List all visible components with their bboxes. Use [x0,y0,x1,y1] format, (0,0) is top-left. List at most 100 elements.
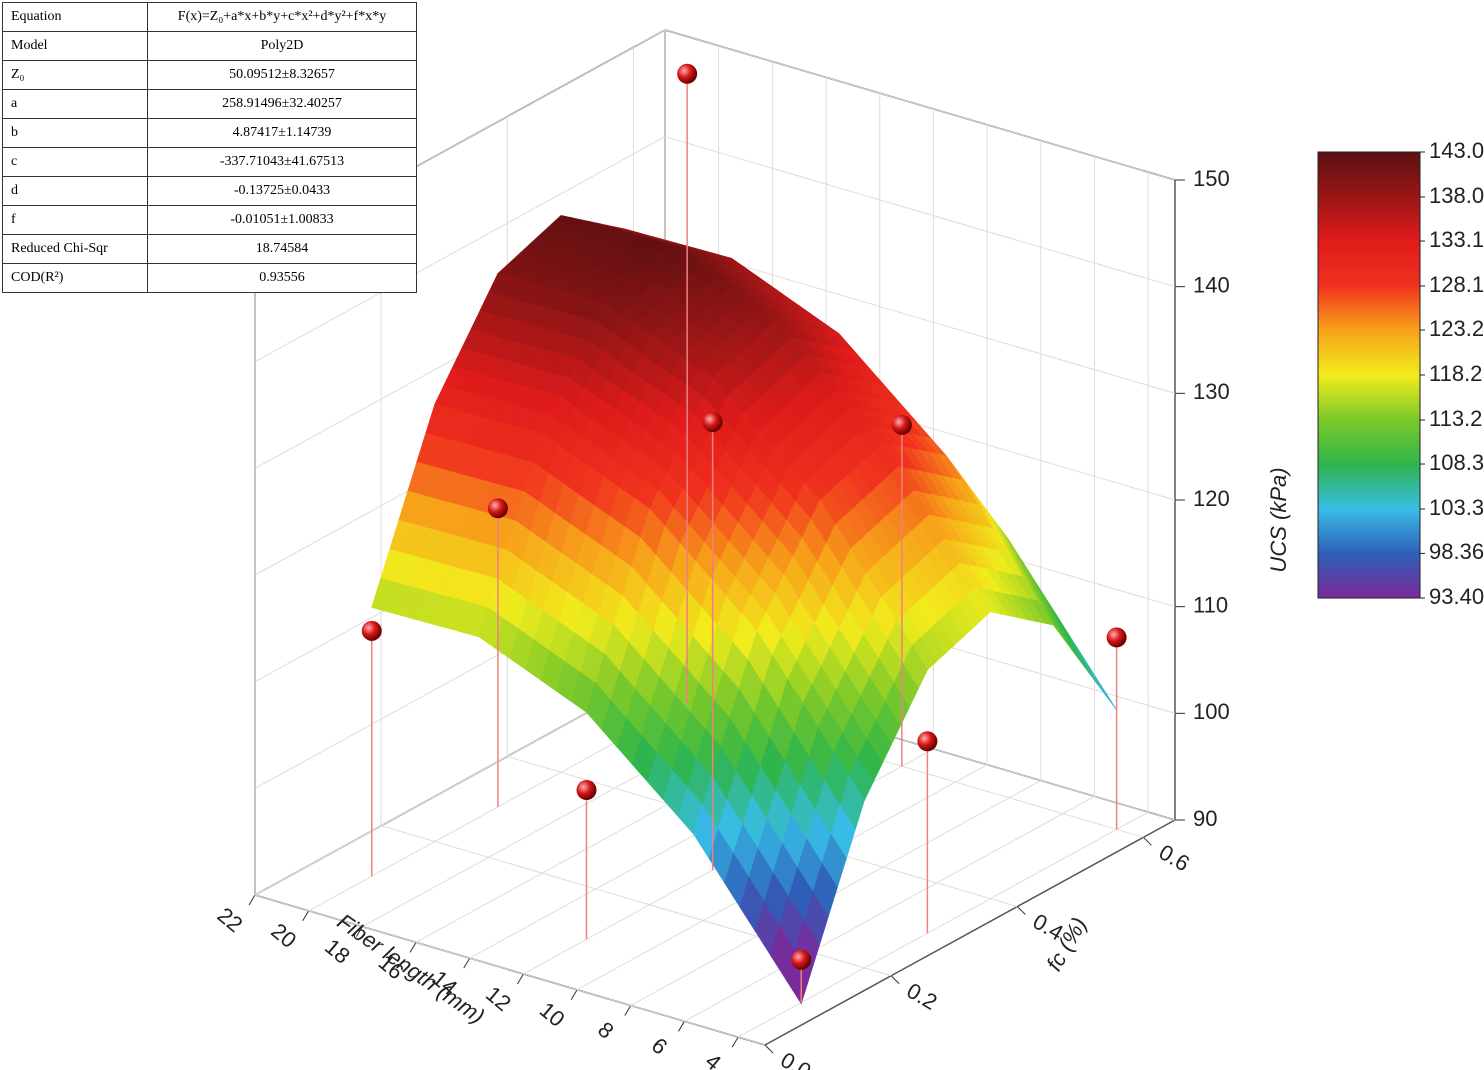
length-axis-title: Fiber length (mm) [333,909,490,1029]
z-tick-label: 90 [1193,806,1217,831]
surface-cell [586,508,758,836]
colorbar-tick-label: 118.2 [1429,361,1482,386]
colorbar-tick-label: 143.0 [1429,138,1484,163]
grid-line [737,172,1149,1038]
length-tick [731,1036,739,1048]
fc-tick [1016,906,1026,915]
length-tick [302,910,310,922]
colorbar-tick-label: 138.0 [1429,183,1484,208]
label-cell: Reduced Chi-Sqr [2,234,148,264]
data-point [891,414,912,435]
value-cell: -337.71043±41.67513 [147,147,417,177]
label-cell: Model [2,31,148,61]
z-tick-label: 120 [1193,486,1230,511]
value-cell: F(x)=Z₀+a*x+b*y+c*x²+d*y²+f*x*y [147,2,417,32]
label-cell: f [2,205,148,235]
length-tick-label: 20 [266,918,301,953]
surface-cell [819,441,991,671]
colorbar-tick-label: 123.2 [1429,316,1484,341]
axis-frame [764,819,1176,1046]
surface-cell [497,215,670,304]
length-tick [248,894,256,906]
data-point [917,731,938,752]
value-cell: 18.74584 [147,234,417,264]
z-tick-label: 110 [1193,592,1228,617]
length-tick [624,1005,632,1016]
label-cell: COD(R²) [2,263,148,293]
data-point [487,498,508,519]
z-tick-label: 140 [1193,272,1230,297]
z-tick-label: 100 [1193,699,1230,724]
table-row: Equation F(x)=Z₀+a*x+b*y+c*x²+d*y²+f*x*y [2,2,417,32]
surface-cell [478,433,651,713]
table-row: Reduced Chi-Sqr 18.74584 [2,234,417,264]
length-tick-label: 22 [213,902,248,937]
table-row: b 4.87417±1.14739 [2,118,417,148]
data-point [702,412,723,433]
grid-line [254,255,766,1046]
label-cell: b [2,118,148,148]
table-row: d -0.13725±0.0433 [2,176,417,206]
length-tick-label: 10 [535,997,570,1032]
data-point [677,63,698,84]
value-cell: -0.01051±1.00833 [147,205,417,235]
table-body: Equation F(x)=Z₀+a*x+b*y+c*x²+d*y²+f*x*y M… [2,2,417,293]
label-cell: Equation [2,2,148,32]
z-tick-label: 130 [1193,379,1230,404]
length-tick [463,957,471,969]
surface-facet [785,949,811,1005]
value-cell: Poly2D [147,31,417,61]
surface-cell [712,319,884,502]
fc-tick [1143,836,1152,846]
length-tick [678,1021,685,1032]
grid-line [576,124,988,991]
table-row: a 258.91496±32.40257 [2,89,417,119]
value-cell: 50.09512±8.32657 [147,60,417,90]
surface-cell [371,403,543,638]
value-cell: 258.91496±32.40257 [147,89,417,119]
fc-tick-label: 0.2 [903,978,942,1015]
grid-line [684,156,1095,1022]
length-tick-label: 6 [647,1033,672,1060]
length-tick [570,989,578,1000]
label-cell: a [2,89,148,119]
grid-line [380,185,892,977]
z-axis-title: UCS (kPa) [1266,467,1291,572]
data-point [1106,627,1127,648]
label-cell: c [2,147,148,177]
data-point [576,779,597,800]
data-point [791,949,812,970]
fc-tick-label: 0.6 [1155,839,1194,876]
colorbar-tick-label: 103.3 [1429,495,1484,520]
table-row: Model Poly2D [2,31,417,61]
fit-table: Equation F(x)=Z₀+a*x+b*y+c*x²+d*y²+f*x*y M… [2,2,417,293]
colorbar-tick-label: 113.2 [1429,406,1482,431]
length-tick [516,973,524,985]
fc-tick [890,975,900,985]
colorbar-tick-label: 108.3 [1429,450,1484,475]
label-cell: Z₀ [2,60,148,90]
colorbar-tick-label: 133.1 [1429,227,1484,252]
length-tick [409,942,417,953]
colorbar [1317,151,1421,599]
surface-cell [882,441,1055,626]
table-row: f -0.01051±1.00833 [2,205,417,235]
z-tick-label: 150 [1193,166,1230,191]
value-cell: -0.13725±0.0433 [147,176,417,206]
table-row: COD(R²) 0.93556 [2,263,417,293]
length-tick-label: 4 [701,1048,726,1070]
table-row: c -337.71043±41.67513 [2,147,417,177]
value-cell: 4.87417±1.14739 [147,118,417,148]
data-point [361,620,382,641]
label-cell: d [2,176,148,206]
colorbar-tick-label: 128.1 [1429,272,1484,297]
surface-cell [668,244,840,335]
surface-cell [434,273,606,435]
table-row: Z₀ 50.09512±8.32657 [2,60,417,90]
colorbar-tick-label: 93.40 [1429,584,1484,609]
fc-tick-label: 0.0 [776,1047,815,1070]
value-cell: 0.93556 [147,263,417,293]
colorbar-tick-label: 98.36 [1429,539,1484,564]
